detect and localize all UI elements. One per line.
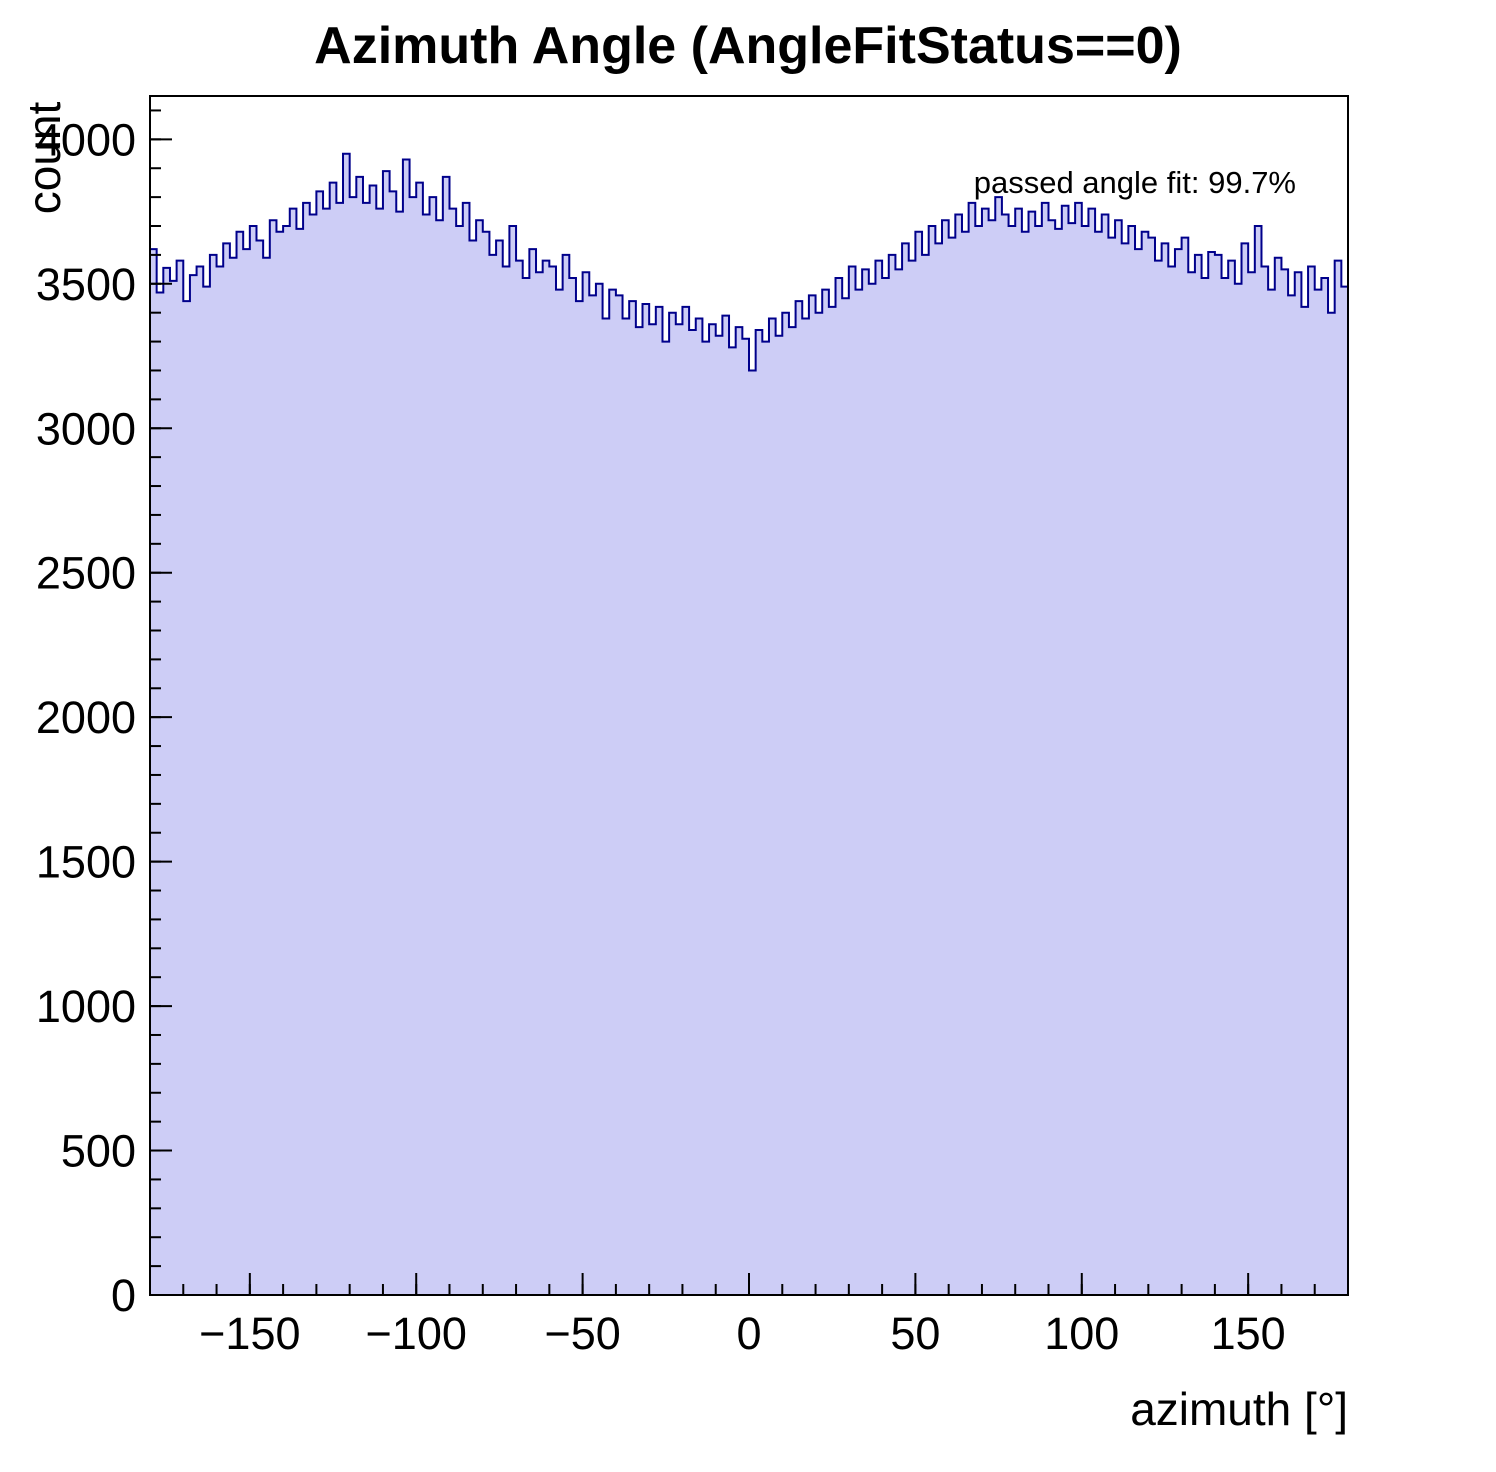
y-tick-label: 3000 bbox=[36, 403, 136, 454]
plot-frame bbox=[149, 95, 1349, 1296]
y-tick-label: 1500 bbox=[36, 837, 136, 888]
x-tick-label: −150 bbox=[199, 1308, 300, 1359]
x-tick-label: −50 bbox=[544, 1308, 620, 1359]
y-tick-label: 2000 bbox=[36, 692, 136, 743]
x-tick-label: 150 bbox=[1211, 1308, 1286, 1359]
y-tick-label: 2500 bbox=[36, 548, 136, 599]
chart-title: Azimuth Angle (AngleFitStatus==0) bbox=[314, 17, 1182, 75]
x-axis-label: azimuth [°] bbox=[1130, 1383, 1348, 1435]
x-tick-label: 100 bbox=[1044, 1308, 1119, 1359]
y-tick-label: 1000 bbox=[36, 981, 136, 1032]
y-tick-label: 0 bbox=[111, 1270, 136, 1321]
x-tick-label: −100 bbox=[366, 1308, 467, 1359]
y-tick-label: 500 bbox=[61, 1126, 136, 1177]
histogram-series bbox=[149, 152, 1349, 1296]
y-tick-label: 3500 bbox=[36, 259, 136, 310]
x-tick-label: 0 bbox=[736, 1308, 761, 1359]
y-tick-label: 4000 bbox=[36, 114, 136, 165]
annotation-passed-angle-fit: passed angle fit: 99.7% bbox=[973, 165, 1296, 200]
x-tick-label: 50 bbox=[890, 1308, 940, 1359]
